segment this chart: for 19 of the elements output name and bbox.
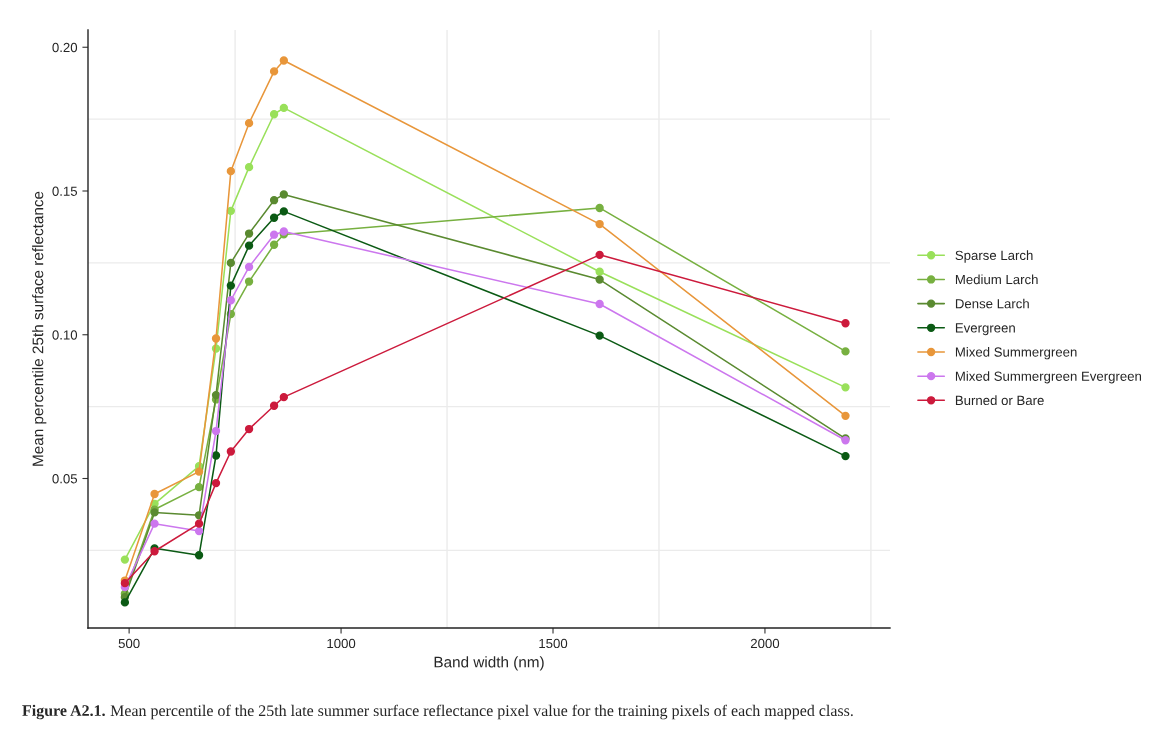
x-tick-label: 1000 bbox=[327, 638, 356, 649]
x-tick-label: 2000 bbox=[750, 638, 780, 649]
y-tick-label: 0.20 bbox=[52, 42, 78, 53]
caption: Figure A2.1. bbox=[22, 704, 105, 720]
x-axis-title: Band width (nm) bbox=[434, 656, 544, 671]
legend-label: Mixed Summergreen Evergreen bbox=[955, 371, 1142, 384]
legend-label: Mixed Summergreen bbox=[955, 347, 1077, 360]
y-tick-label: 0.15 bbox=[52, 186, 78, 196]
text: Mean percentile of the 25th late summer surface reflectance pixel value for the training pixels of each mapped class. bbox=[110, 704, 853, 720]
x-tick-label: 1500 bbox=[539, 638, 568, 649]
y-tick-label: 0.05 bbox=[52, 474, 78, 484]
legend-label: Dense Larch bbox=[955, 298, 1029, 309]
x-tick-label: 500 bbox=[118, 638, 140, 649]
legend-label: Burned or Bare bbox=[955, 395, 1044, 406]
y-axis-title: Mean percentile 25th surface reflectance bbox=[32, 191, 47, 466]
y-tick-label: 0.10 bbox=[52, 330, 78, 340]
legend-label: Medium Larch bbox=[955, 274, 1038, 285]
legend-label: Evergreen bbox=[955, 323, 1015, 336]
legend-label: Sparse Larch bbox=[955, 250, 1033, 263]
